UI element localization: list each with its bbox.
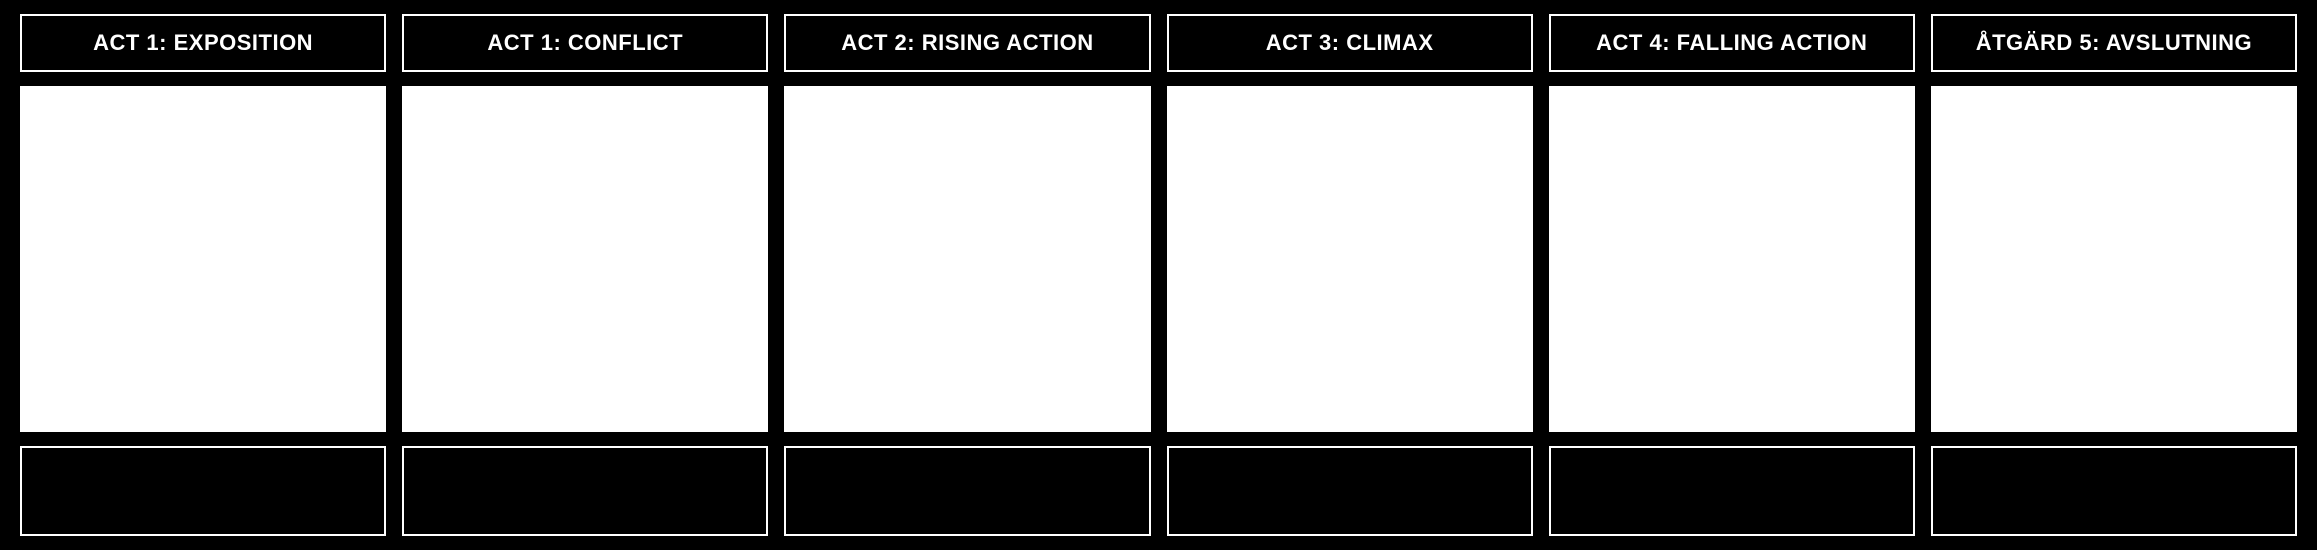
column-header: ACT 2: RISING ACTION [784, 14, 1150, 72]
column-footer [1167, 446, 1533, 536]
column-footer [402, 446, 768, 536]
column-footer [20, 446, 386, 536]
storyboard-grid: ACT 1: EXPOSITION ACT 1: CONFLICT ACT 2:… [20, 14, 2297, 536]
storyboard-column: ACT 1: EXPOSITION [20, 14, 386, 536]
column-header: ACT 4: FALLING ACTION [1549, 14, 1915, 72]
column-header: ACT 3: CLIMAX [1167, 14, 1533, 72]
column-header: ÅTGÄRD 5: AVSLUTNING [1931, 14, 2297, 72]
storyboard-column: ACT 2: RISING ACTION [784, 14, 1150, 536]
column-content [1167, 86, 1533, 432]
storyboard-column: ACT 1: CONFLICT [402, 14, 768, 536]
column-footer [1931, 446, 2297, 536]
storyboard-column: ACT 4: FALLING ACTION [1549, 14, 1915, 536]
column-content [402, 86, 768, 432]
storyboard-column: ÅTGÄRD 5: AVSLUTNING [1931, 14, 2297, 536]
column-header: ACT 1: CONFLICT [402, 14, 768, 72]
column-content [784, 86, 1150, 432]
column-header: ACT 1: EXPOSITION [20, 14, 386, 72]
column-content [20, 86, 386, 432]
column-content [1931, 86, 2297, 432]
storyboard-column: ACT 3: CLIMAX [1167, 14, 1533, 536]
column-footer [784, 446, 1150, 536]
column-content [1549, 86, 1915, 432]
column-footer [1549, 446, 1915, 536]
